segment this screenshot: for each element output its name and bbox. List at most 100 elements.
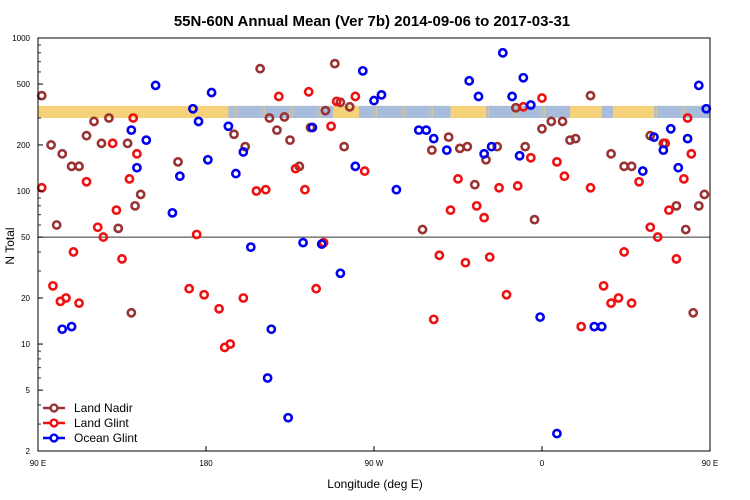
ocean-glint-point: [428, 133, 439, 144]
land-nadir-point: [57, 148, 68, 159]
land-nadir-point: [492, 141, 503, 152]
land-glint-point: [471, 200, 482, 211]
land-glint-point: [559, 171, 570, 182]
ocean-glint-point: [649, 132, 659, 143]
y-tick-label: 10: [21, 340, 30, 349]
land-nadir-point: [255, 63, 266, 74]
y-axis-label: N Total: [3, 227, 17, 264]
ocean-glint-point: [298, 237, 308, 248]
land-nadir-point: [680, 224, 691, 235]
ocean-glint-point: [637, 166, 648, 176]
land-nadir-point: [454, 143, 465, 154]
land-nadir-point: [36, 90, 47, 101]
land-glint-point: [132, 148, 142, 159]
land-nadir-point: [557, 116, 568, 127]
ocean-glint-point: [266, 324, 277, 335]
land-nadir-point: [285, 135, 295, 146]
land-nadir-point: [520, 141, 531, 152]
ocean-glint-point: [525, 100, 536, 110]
ocean-glint-point: [283, 412, 294, 423]
ocean-glint-point: [238, 147, 249, 157]
chart-title: 55N-60N Annual Mean (Ver 7b) 2014-09-06 …: [174, 13, 570, 30]
land-nadir-point: [462, 141, 473, 152]
land-glint-point: [598, 280, 609, 291]
land-glint-point: [111, 205, 122, 216]
ocean-glint-point: [316, 239, 327, 249]
land-glint-point: [678, 174, 689, 184]
land-glint-point: [326, 121, 336, 132]
ocean-glint-point: [141, 135, 152, 146]
ocean-glint-point: [479, 148, 490, 159]
ocean-glint-point: [126, 125, 137, 136]
ocean-glint-point: [335, 268, 346, 279]
band-ocean: [601, 105, 613, 119]
ocean-glint-point: [357, 65, 368, 76]
ocean-glint-point: [202, 154, 213, 165]
land-nadir-point: [469, 179, 480, 190]
land-glint-point: [512, 181, 523, 191]
ocean-glint-point: [535, 312, 546, 322]
land-glint-point: [74, 298, 84, 309]
ocean-glint-point: [150, 80, 161, 91]
ocean-glint-point: [223, 121, 234, 132]
y-tick-label: 100: [17, 187, 31, 196]
ocean-glint-point: [413, 125, 424, 136]
land-glint-point: [107, 138, 118, 149]
land-nadir-point: [74, 161, 84, 172]
land-nadir-point: [113, 223, 124, 234]
land-nadir-point: [443, 132, 454, 143]
ocean-glint-point: [66, 321, 77, 332]
land-glint-point: [525, 152, 536, 163]
ocean-glint-point: [206, 87, 217, 98]
ocean-glint-point: [193, 116, 204, 127]
land-glint-point: [479, 212, 490, 223]
y-tick-label: 200: [17, 141, 31, 150]
ocean-glint-point: [518, 72, 529, 83]
legend-label-land-glint: Land Glint: [74, 416, 129, 430]
land-glint-point: [61, 293, 71, 303]
ocean-glint-point: [596, 321, 607, 332]
land-nadir-point: [279, 112, 290, 122]
x-tick-label: 0: [540, 459, 545, 468]
land-nadir-point: [699, 189, 710, 200]
land-glint-point: [585, 182, 596, 193]
land-nadir-point: [130, 200, 140, 211]
land-nadir-point: [89, 116, 99, 127]
land-nadir-point: [426, 145, 437, 156]
land-glint-point: [81, 176, 92, 187]
land-nadir-point: [339, 141, 350, 152]
legend-marker-land-glint: [49, 418, 59, 428]
land-glint-point: [453, 174, 463, 184]
y-tick-label: 500: [17, 80, 31, 89]
land-glint-point: [484, 252, 495, 262]
land-nadir-point: [626, 161, 637, 172]
land-glint-point: [238, 293, 249, 303]
land-nadir-point: [46, 140, 56, 150]
y-tick-label: 1000: [12, 34, 30, 43]
land-glint-point: [98, 232, 109, 242]
land-glint-point: [331, 96, 342, 107]
ocean-glint-point: [682, 133, 693, 144]
ocean-glint-point: [230, 168, 241, 179]
ocean-glint-point: [262, 373, 273, 383]
land-glint-point: [350, 91, 361, 102]
coverage-band: [38, 105, 710, 119]
land-glint-point: [576, 321, 587, 332]
land-nadir-point: [51, 220, 62, 230]
land-nadir-point: [173, 156, 183, 167]
data-points: [36, 47, 712, 439]
ocean-glint-point: [673, 162, 684, 173]
ocean-glint-point: [391, 184, 402, 195]
land-nadir-point: [688, 307, 699, 318]
land-glint-point: [460, 257, 471, 268]
ocean-glint-point: [464, 75, 475, 86]
land-glint-point: [92, 222, 103, 233]
land-glint-point: [634, 176, 644, 187]
ocean-glint-point: [245, 242, 256, 253]
x-tick-label: 180: [199, 459, 213, 468]
land-nadir-point: [529, 214, 540, 225]
ocean-glint-point: [486, 141, 497, 152]
land-glint-point: [682, 113, 693, 123]
